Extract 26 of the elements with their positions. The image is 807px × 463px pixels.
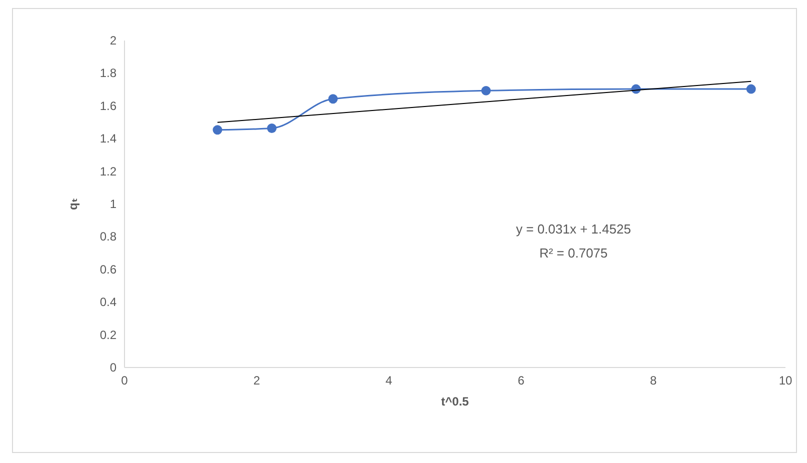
point	[267, 124, 277, 134]
point	[212, 125, 222, 135]
x-tick-label: 4	[386, 374, 393, 388]
y-tick-label: 1.2	[100, 164, 117, 178]
y-tick-label: 1.4	[100, 132, 117, 146]
y-tick-label: 0.2	[100, 328, 117, 342]
x-tick-label: 8	[650, 374, 657, 388]
x-axis-title: t^0.5	[441, 394, 470, 408]
y-axis-title: qₜ	[66, 198, 80, 210]
y-tick-label: 1	[110, 197, 117, 211]
x-tick-label: 10	[778, 374, 792, 388]
annotation: y = 0.031x + 1.4525	[516, 222, 631, 237]
y-tick-label: 0.6	[100, 262, 117, 276]
y-tick-label: 0.4	[100, 295, 117, 310]
y-tick-label: 2	[110, 34, 117, 48]
y-tick-label: 1.8	[100, 66, 117, 80]
x-tick-label: 2	[253, 374, 260, 388]
y-tick-label: 1.6	[100, 98, 117, 113]
point	[481, 86, 491, 96]
y-tick-label: 0	[110, 360, 117, 374]
point	[328, 94, 338, 104]
annotation: R² = 0.7075	[539, 246, 608, 261]
y-tick-label: 0.8	[100, 230, 117, 244]
point	[746, 84, 756, 94]
x-tick-label: 0	[121, 374, 128, 388]
x-tick-label: 6	[518, 374, 525, 388]
